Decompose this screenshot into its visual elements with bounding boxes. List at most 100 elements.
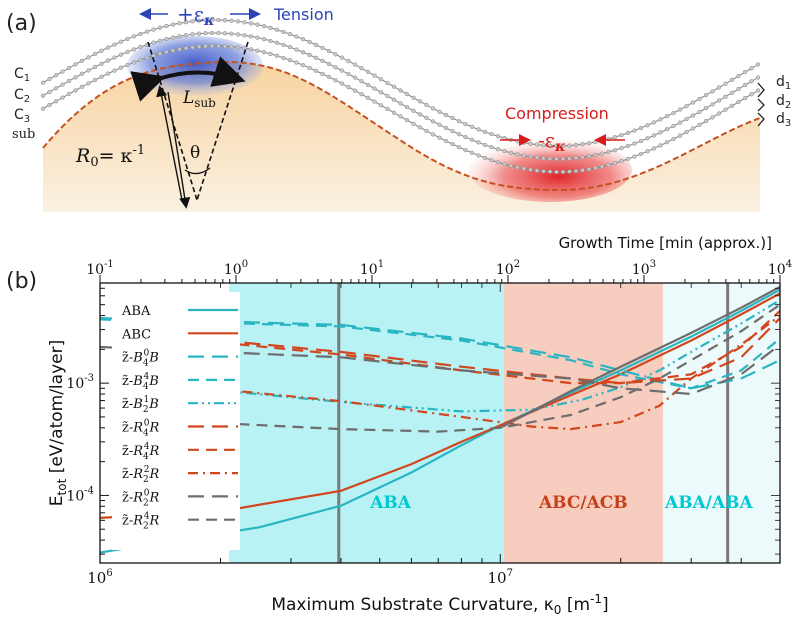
atom	[359, 92, 364, 97]
theta-label: θ	[190, 143, 200, 163]
graphene-layers	[40, 17, 761, 175]
atom	[742, 95, 748, 101]
atom	[625, 156, 631, 162]
atom	[300, 63, 306, 68]
atom	[411, 95, 416, 100]
atom	[47, 102, 52, 108]
atom	[60, 82, 65, 87]
atom	[528, 154, 533, 159]
spacing-label-d1: d1	[776, 74, 791, 92]
atom	[255, 22, 260, 27]
atom	[606, 149, 611, 155]
shaded-regions	[228, 283, 780, 563]
region-labels: ABA ABC/ACB ABA/ABA	[369, 493, 753, 513]
atom	[326, 61, 332, 67]
layer-label-c1: C1	[14, 66, 30, 84]
atom	[313, 55, 319, 60]
atom	[378, 103, 384, 108]
atom	[567, 169, 572, 174]
atom	[157, 38, 163, 43]
atom	[573, 142, 579, 148]
atom	[742, 82, 748, 88]
atom	[99, 74, 104, 79]
atom	[599, 164, 605, 169]
atom	[710, 115, 715, 120]
atom	[476, 140, 481, 145]
atom	[66, 65, 72, 71]
atom	[534, 155, 540, 160]
atom	[677, 133, 683, 138]
top-tick-label: 100	[224, 259, 248, 278]
atom	[424, 128, 429, 134]
atom	[476, 153, 481, 158]
axes: 106 107 10-1 100 101 102 103 104 10-4 10-3	[66, 259, 792, 587]
top-tick-label: 102	[496, 259, 520, 278]
atom	[586, 167, 592, 172]
atom	[53, 73, 59, 78]
atom	[47, 76, 52, 82]
atom	[203, 44, 208, 49]
legend-entry-2: ABC	[121, 327, 238, 342]
atom	[632, 128, 637, 133]
atom	[482, 155, 488, 161]
atom	[209, 43, 215, 49]
series-line-9	[100, 343, 780, 396]
atom	[606, 162, 611, 168]
atom	[469, 137, 475, 142]
atom	[307, 52, 312, 58]
atom	[489, 131, 494, 137]
atom	[677, 120, 683, 125]
atom	[281, 29, 286, 35]
atom	[60, 69, 65, 74]
atom	[638, 138, 644, 144]
atom	[521, 166, 527, 171]
radius-arrow	[167, 91, 191, 209]
atom	[638, 125, 644, 131]
atom	[736, 86, 741, 92]
atom	[99, 61, 104, 66]
atom	[229, 31, 234, 36]
spacing-label-d3: d3	[776, 111, 791, 129]
series-line-6	[220, 317, 780, 385]
top-tick-label: 101	[360, 259, 384, 278]
atom	[99, 48, 104, 53]
vertical-lines	[337, 283, 730, 563]
atom	[287, 57, 293, 63]
atom	[385, 80, 390, 86]
atom	[144, 29, 150, 34]
atom	[697, 109, 702, 115]
atom	[580, 168, 585, 173]
panel-a-label: (a)	[6, 11, 37, 36]
atom	[437, 122, 442, 127]
atom	[541, 156, 546, 161]
atom	[508, 150, 514, 155]
atom	[547, 143, 553, 148]
atom	[716, 111, 722, 116]
atom	[703, 118, 709, 124]
atom	[385, 93, 390, 99]
atom	[645, 149, 650, 154]
atom	[632, 141, 637, 146]
atom	[112, 55, 117, 60]
atom	[508, 163, 514, 168]
atom	[190, 45, 195, 50]
atom	[398, 101, 403, 106]
radius-label: R0= κ-1	[75, 143, 145, 170]
atom	[313, 42, 319, 47]
atom	[677, 107, 683, 112]
atom	[138, 44, 143, 50]
atom	[73, 62, 78, 67]
legend-entry-10: z̃-R24R	[122, 512, 238, 532]
substrate-surface-line	[42, 60, 761, 192]
atom	[183, 20, 189, 25]
atom	[40, 80, 46, 85]
series-line-10	[220, 303, 780, 433]
legend-label: z̃-R20R	[122, 488, 160, 508]
top-tick-label: 103	[632, 259, 656, 278]
atom	[294, 60, 299, 65]
atom	[177, 47, 182, 52]
atom	[261, 24, 267, 29]
atom	[703, 92, 709, 98]
region-label-1: ABA	[369, 493, 412, 513]
